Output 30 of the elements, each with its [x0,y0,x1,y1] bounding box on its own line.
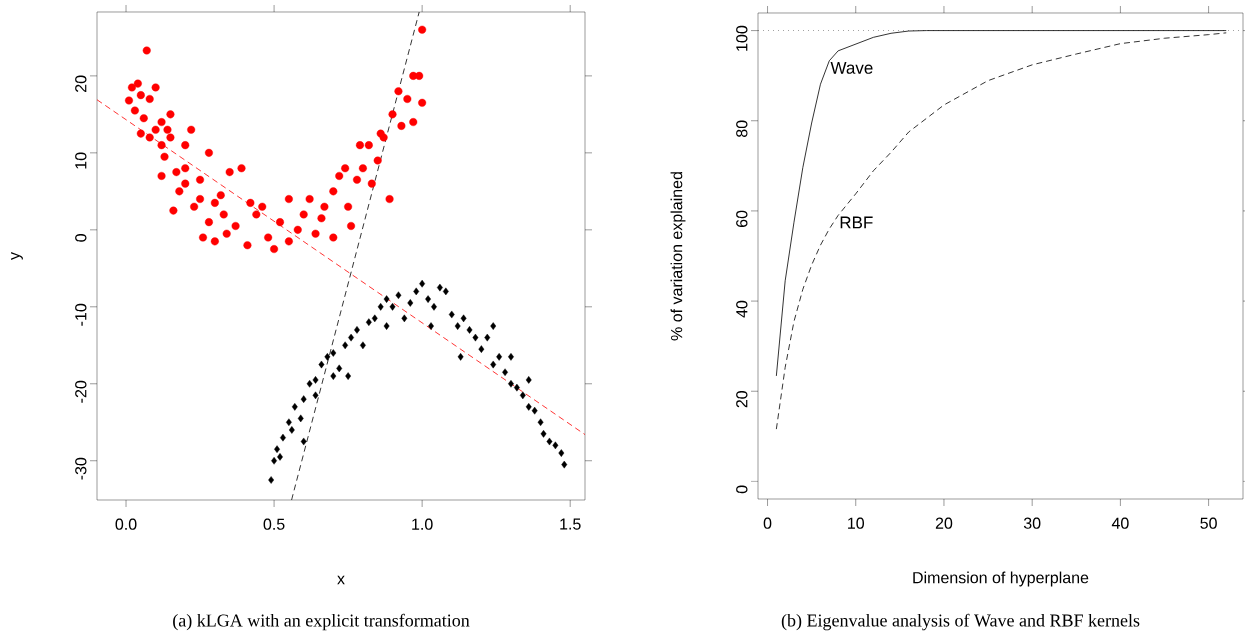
y-axis-title: y [11,252,23,260]
x-tick-label: 0 [763,517,772,529]
x-tick-label: 50 [1200,517,1217,529]
x-tick-label: 0.0 [115,518,137,530]
x-tick-label: 0.5 [263,518,285,530]
y-tick-label: 60 [736,210,748,227]
x-tick-label: 30 [1023,517,1041,529]
x-axis-title: Dimension of hyperplane [913,571,1089,587]
y-tick-label: 0 [75,234,87,242]
text: (b) Eigenvalue analysis of Wave and RBF kernels [781,613,1140,631]
x-tick-label: 20 [935,517,953,529]
series-label: Wave [830,61,873,74]
y-tick-label: 100 [736,25,748,51]
y-tick-label: 40 [736,300,748,318]
y-tick-label: 80 [736,120,748,137]
y-tick-label: -30 [75,457,87,480]
y-tick-label: -10 [75,303,87,326]
x-tick-label: 40 [1111,517,1129,529]
x-tick-label: 1.0 [412,518,433,530]
y-axis-title: % of variation explained [670,172,686,341]
x-tick-label: 10 [848,517,865,529]
y-tick-label: -20 [75,380,87,403]
y-tick-label: 20 [75,75,87,92]
series-label: RBF [840,216,873,229]
x-tick-label: 1.5 [560,518,581,530]
x-axis-title: x [337,575,345,585]
text: (a) kLGA with an explicit transformation [173,613,470,631]
y-tick-label: 10 [75,152,87,169]
y-tick-label: 20 [736,390,748,408]
y-tick-label: 0 [736,485,748,494]
